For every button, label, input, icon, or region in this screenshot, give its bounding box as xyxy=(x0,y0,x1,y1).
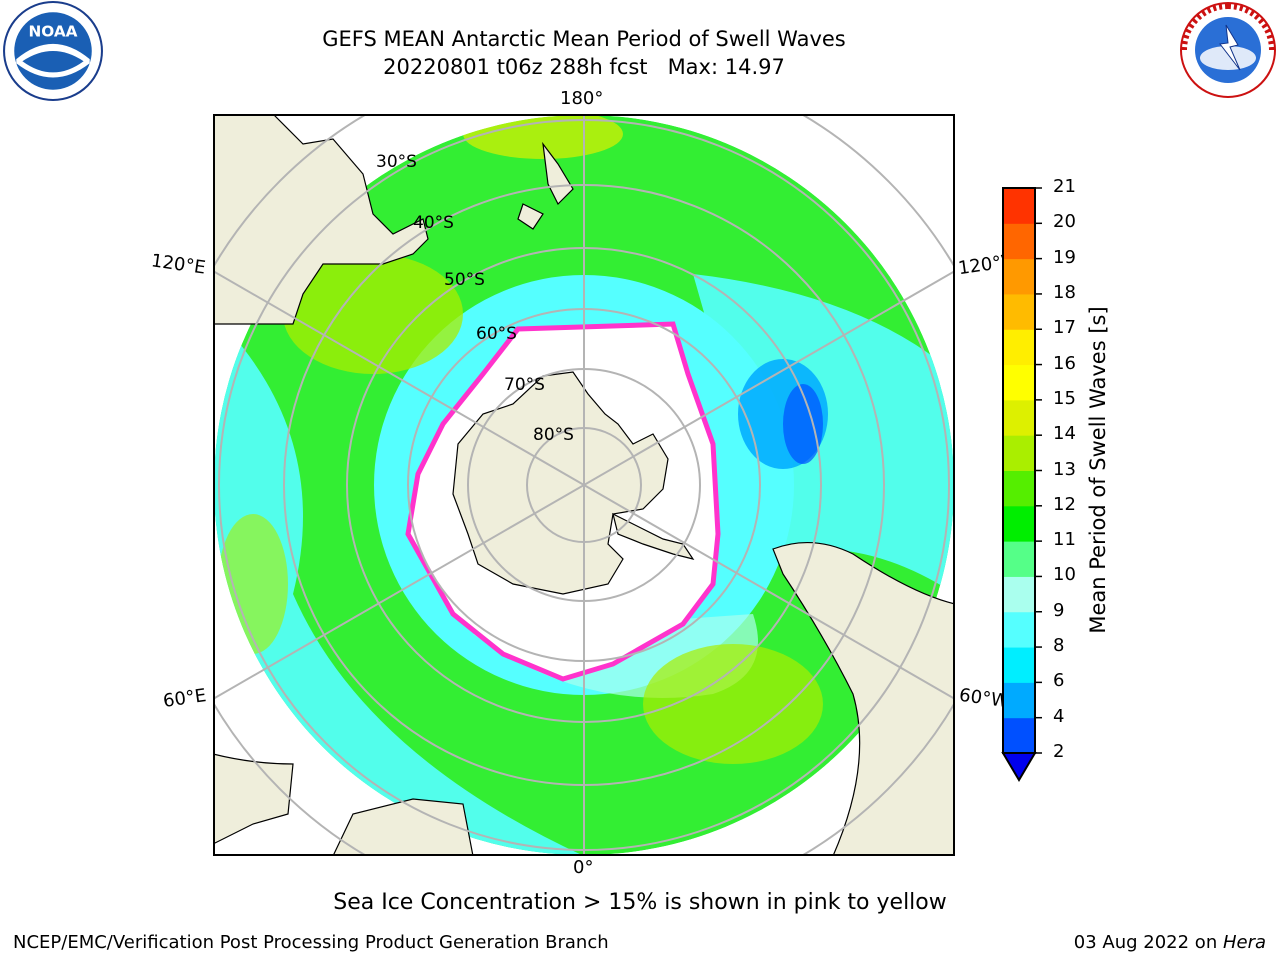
footer-date-text: 03 Aug 2022 on xyxy=(1073,932,1223,953)
colorbar-segment xyxy=(1003,364,1035,401)
colorbar-segment xyxy=(1003,682,1035,719)
colorbar-tick-label: 9 xyxy=(1053,599,1065,621)
colorbar-tick-label: 4 xyxy=(1053,705,1065,727)
colorbar-tick-label: 17 xyxy=(1053,317,1076,339)
colorbar xyxy=(1001,187,1042,782)
colorbar-tick-label: 2 xyxy=(1053,741,1065,762)
australia xyxy=(213,114,429,325)
new-zealand xyxy=(542,141,574,206)
lon-label-180: 180° xyxy=(560,88,604,109)
footer-host: Hera xyxy=(1222,932,1266,953)
colorbar-segment xyxy=(1003,505,1035,542)
colorbar-segment xyxy=(1003,576,1035,613)
colorbar-tick-label: 15 xyxy=(1053,387,1076,409)
colorbar-tick-label: 20 xyxy=(1053,211,1076,233)
colorbar-segment xyxy=(1003,717,1035,754)
colorbar-segment xyxy=(1003,611,1035,648)
nws-logo xyxy=(1180,2,1276,98)
colorbar-segment xyxy=(1003,293,1035,330)
lon-label-120e: 120°E xyxy=(149,250,207,279)
colorbar-tick-label: 19 xyxy=(1053,246,1076,268)
colorbar-segment xyxy=(1003,435,1035,471)
colorbar-tick-label: 6 xyxy=(1053,670,1065,692)
colorbar-segment xyxy=(1003,399,1035,436)
lat-label-60s: 60°S xyxy=(476,324,517,344)
noaa-logo: NOAA xyxy=(3,1,103,101)
lat-label-80s: 80°S xyxy=(533,425,574,445)
africa xyxy=(332,798,474,856)
colorbar-segment xyxy=(1003,329,1035,366)
madagascar xyxy=(213,753,294,845)
lat-label-40s: 40°S xyxy=(413,213,454,233)
footer-branch: NCEP/EMC/Verification Post Processing Pr… xyxy=(13,932,609,953)
colorbar-tick-label: 21 xyxy=(1053,176,1076,197)
polar-map xyxy=(213,114,955,856)
colorbar-tick-label: 13 xyxy=(1053,458,1076,480)
colorbar-segment xyxy=(1003,258,1035,295)
colorbar-segment xyxy=(1003,541,1035,577)
colorbar-tick-label: 8 xyxy=(1053,635,1065,657)
footer-date: 03 Aug 2022 on Hera xyxy=(1074,932,1266,953)
colorbar-segment xyxy=(1003,470,1035,507)
colorbar-tick-label: 16 xyxy=(1053,352,1076,374)
colorbar-segment xyxy=(1003,223,1035,260)
colorbar-tick-label: 14 xyxy=(1053,423,1076,445)
lon-label-60e: 60°E xyxy=(161,685,208,712)
meridians xyxy=(213,114,955,856)
colorbar-tick-label: 10 xyxy=(1053,564,1076,586)
colorbar-segment xyxy=(1003,188,1035,224)
colorbar-label: Mean Period of Swell Waves [s] xyxy=(1086,306,1110,634)
lat-label-30s: 30°S xyxy=(376,152,417,172)
colorbar-tick-label: 12 xyxy=(1053,493,1076,515)
lat-label-50s: 50°S xyxy=(444,270,485,290)
lat-label-70s: 70°S xyxy=(504,375,545,395)
svg-text:NOAA: NOAA xyxy=(28,23,77,41)
lon-label-0: 0° xyxy=(573,857,594,878)
antarctica xyxy=(452,371,669,595)
colorbar-segment xyxy=(1003,647,1035,683)
chart-subtitle: 20220801 t06z 288h fcst Max: 14.97 xyxy=(383,55,785,79)
chart-title: GEFS MEAN Antarctic Mean Period of Swell… xyxy=(322,27,846,51)
sea-ice-note: Sea Ice Concentration > 15% is shown in … xyxy=(333,890,947,915)
colorbar-tick-label: 11 xyxy=(1053,529,1076,551)
colorbar-tick-label: 18 xyxy=(1053,281,1076,303)
